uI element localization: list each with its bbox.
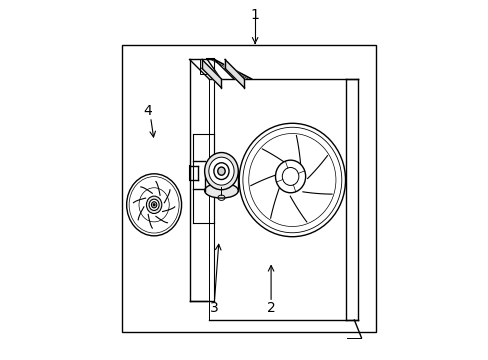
Ellipse shape — [204, 153, 238, 190]
Text: 2: 2 — [266, 301, 275, 315]
Ellipse shape — [217, 167, 224, 175]
Bar — [122, 45, 375, 332]
Ellipse shape — [204, 183, 238, 198]
Text: 1: 1 — [250, 8, 259, 22]
Ellipse shape — [151, 202, 157, 208]
Ellipse shape — [153, 204, 155, 206]
Ellipse shape — [213, 163, 228, 180]
Text: 4: 4 — [143, 104, 152, 118]
Text: 3: 3 — [209, 301, 218, 315]
Bar — [200, 59, 214, 74]
Polygon shape — [202, 59, 221, 88]
Ellipse shape — [146, 196, 162, 213]
Ellipse shape — [149, 199, 159, 211]
Ellipse shape — [275, 160, 305, 193]
Polygon shape — [224, 59, 244, 88]
Ellipse shape — [208, 157, 234, 185]
Ellipse shape — [126, 174, 181, 236]
